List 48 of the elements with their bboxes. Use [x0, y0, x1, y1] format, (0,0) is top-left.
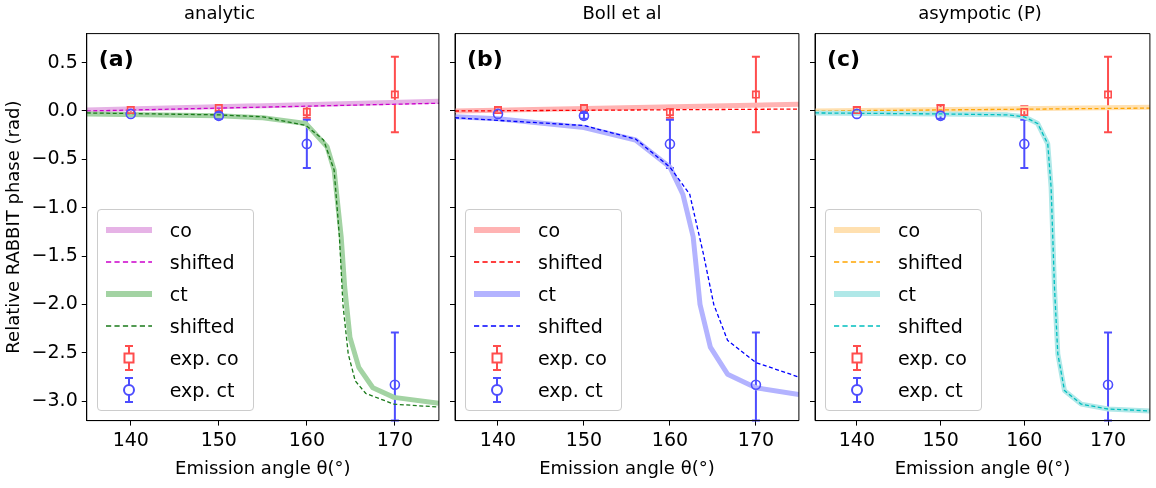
- legend-label: co: [898, 218, 921, 241]
- legend-label: shifted: [898, 314, 963, 337]
- chart-title: analytic: [183, 2, 256, 24]
- x-tick-label: 150: [565, 427, 603, 450]
- y-tick-label: 0.5: [47, 49, 78, 72]
- y-tick-label: −3.0: [31, 388, 78, 411]
- x-tick-label: 160: [1006, 427, 1043, 450]
- legend-label: ct: [538, 282, 556, 305]
- legend-label: co: [169, 218, 192, 241]
- chart-title: Boll et al: [582, 2, 662, 24]
- y-tick-label: −2.0: [31, 291, 78, 314]
- x-tick-label: 140: [479, 427, 517, 450]
- chart-title: asympotic (P): [918, 2, 1042, 24]
- legend-label: exp. co: [538, 346, 607, 369]
- x-tick-label: 150: [200, 427, 237, 450]
- annotation: (a): [98, 46, 134, 72]
- legend-label: ct: [898, 282, 916, 305]
- x-tick-label: 170: [737, 427, 775, 450]
- legend-label: shifted: [169, 314, 235, 337]
- x-tick-label: 170: [1089, 427, 1127, 450]
- x-axis-title: Emission angle θ(°): [894, 456, 1071, 478]
- y-tick-label: 0.0: [47, 97, 78, 120]
- legend-label: ct: [169, 282, 188, 305]
- y-tick-label: −0.5: [31, 146, 78, 169]
- legend-label: exp. ct: [169, 378, 235, 401]
- y-tick-label: −1.5: [31, 243, 78, 266]
- legend-label: shifted: [898, 250, 963, 273]
- x-tick-label: 170: [376, 427, 414, 450]
- x-axis-title: Emission angle θ(°): [175, 456, 351, 478]
- x-tick-label: 140: [112, 427, 149, 450]
- legend-label: exp. co: [169, 346, 239, 369]
- annotation: (c): [827, 46, 861, 72]
- y-axis-title: Relative RABBIT phase (rad): [2, 100, 24, 354]
- annotation: (b): [467, 46, 503, 72]
- x-tick-label: 160: [288, 427, 325, 450]
- legend-label: exp. co: [898, 346, 967, 369]
- x-tick-label: 150: [922, 427, 959, 450]
- legend-label: shifted: [538, 250, 603, 273]
- y-tick-label: −1.0: [31, 194, 78, 217]
- legend-label: exp. ct: [538, 378, 603, 401]
- x-axis-title: Emission angle θ(°): [539, 456, 715, 478]
- y-tick-label: −2.5: [31, 339, 78, 362]
- legend-label: shifted: [169, 250, 235, 273]
- legend-label: co: [538, 218, 561, 241]
- x-tick-label: 140: [838, 427, 875, 450]
- legend-label: exp. ct: [898, 378, 963, 401]
- x-tick-label: 160: [651, 427, 689, 450]
- legend-label: shifted: [538, 314, 603, 337]
